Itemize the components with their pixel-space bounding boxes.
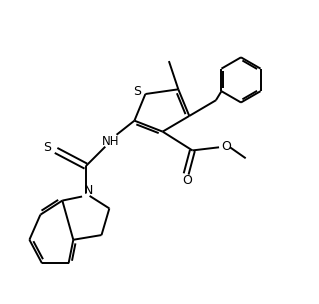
Text: S: S xyxy=(43,141,51,154)
Text: S: S xyxy=(134,85,142,98)
Text: O: O xyxy=(182,174,192,187)
Text: NH: NH xyxy=(102,135,120,147)
Text: N: N xyxy=(84,184,93,197)
Text: O: O xyxy=(221,140,231,153)
